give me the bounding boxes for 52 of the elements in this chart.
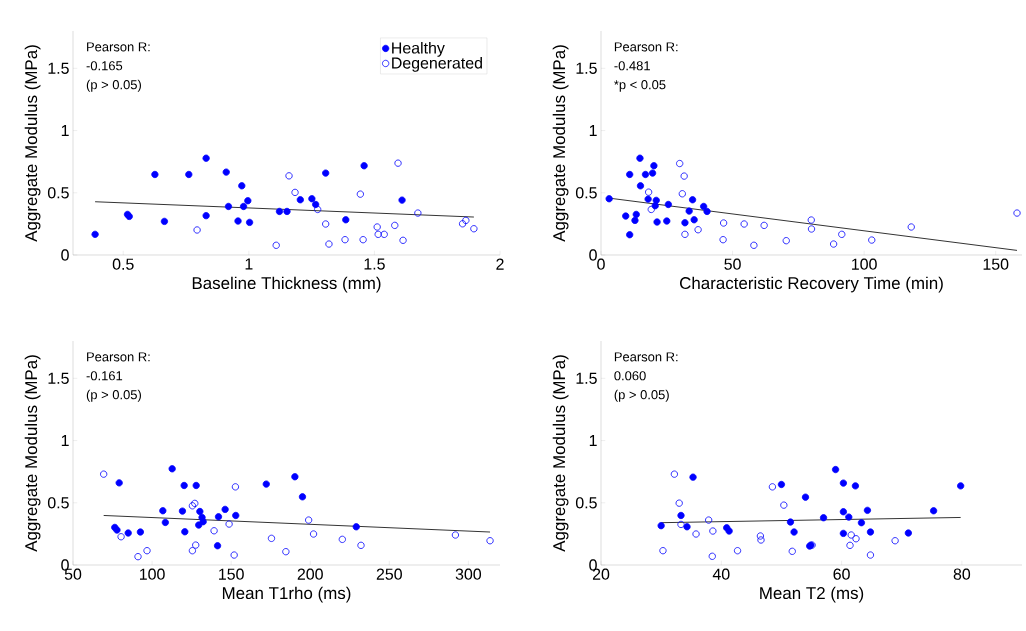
x-axis-title: Baseline Thickness (mm) <box>192 276 381 293</box>
x-tick-label: 50 <box>724 258 741 270</box>
x-tick-label: 0 <box>597 258 605 270</box>
x-tick-label: 100 <box>852 258 877 270</box>
y-axis-title: Aggregate Modulus (MPa) <box>552 45 569 242</box>
y-tick-label: 1.5 <box>48 372 69 384</box>
x-tick-label: 100 <box>140 568 165 580</box>
annotation: Pearson R: <box>614 352 678 362</box>
annotation: -0.165 <box>86 61 123 71</box>
y-tick-label: 0.5 <box>47 187 69 199</box>
y-tick-label: 1.5 <box>48 62 69 74</box>
x-tick-label: 1.5 <box>364 258 385 270</box>
x-tick-label: 150 <box>983 258 1009 270</box>
y-tick-label: 0 <box>589 249 597 261</box>
x-tick-label: 80 <box>953 568 971 580</box>
x-tick-label: 2 <box>496 258 504 270</box>
y-tick-label: 0 <box>61 249 69 261</box>
annotation: Pearson R: <box>614 42 678 52</box>
x-tick-label: 250 <box>376 568 402 580</box>
x-tick-label: 0.5 <box>112 258 134 270</box>
x-tick-label: 200 <box>297 568 323 580</box>
y-tick-label: 1 <box>589 435 597 447</box>
x-tick-label: 150 <box>219 568 244 580</box>
annotation: Pearson R: <box>87 42 150 52</box>
x-tick-label: 40 <box>712 568 730 580</box>
x-tick-label: 60 <box>833 568 850 580</box>
y-tick-label: 0.5 <box>575 497 597 509</box>
annotation: 0.060 <box>614 371 646 381</box>
annotation: -0.481 <box>614 61 650 71</box>
y-tick-label: 1 <box>61 125 69 137</box>
annotation: *p < 0.05 <box>614 80 666 92</box>
y-tick-label: 1 <box>589 125 597 137</box>
y-tick-label: 1.5 <box>576 372 597 384</box>
x-tick-label: 1 <box>245 258 253 270</box>
y-axis-title: Aggregate Modulus (MPa) <box>552 355 569 552</box>
y-tick-label: 1.5 <box>576 62 597 74</box>
legend-label: Degenerated <box>392 56 482 72</box>
annotation: (p > 0.05) <box>86 389 141 402</box>
y-tick-label: 1 <box>61 435 69 447</box>
y-axis-title: Aggregate Modulus (MPa) <box>24 45 41 242</box>
x-axis-title: Mean T1rho (ms) <box>222 586 351 603</box>
x-tick-label: 300 <box>455 568 482 580</box>
annotation: (p > 0.05) <box>614 389 669 402</box>
annotation: Pearson R: <box>87 352 150 362</box>
annotation: -0.161 <box>86 371 123 381</box>
y-tick-label: 0.5 <box>47 497 69 509</box>
x-axis-title: Characteristic Recovery Time (min) <box>679 276 943 293</box>
legend-label: Healthy <box>392 41 445 57</box>
y-tick-label: 0.5 <box>575 187 597 199</box>
x-axis-title: Mean T2 (ms) <box>760 586 864 603</box>
annotation: (p > 0.05) <box>86 79 141 92</box>
y-axis-title: Aggregate Modulus (MPa) <box>24 355 41 552</box>
